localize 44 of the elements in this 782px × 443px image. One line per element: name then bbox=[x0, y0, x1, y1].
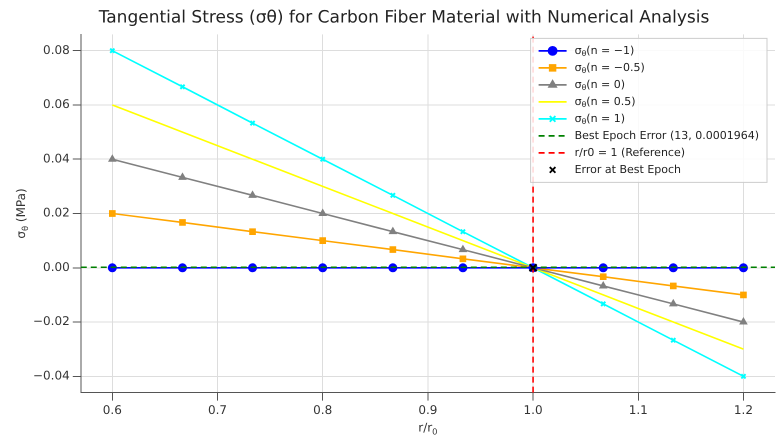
point bbox=[669, 299, 678, 306]
y-tick-label: 0.08 bbox=[43, 42, 70, 57]
point bbox=[249, 228, 256, 236]
point bbox=[248, 190, 257, 198]
y-tick-label: −0.02 bbox=[32, 314, 70, 328]
y-tick-label: −0.04 bbox=[32, 368, 70, 382]
point bbox=[178, 172, 186, 180]
x-tick-label: 0.9 bbox=[418, 402, 438, 417]
point bbox=[249, 120, 256, 126]
point bbox=[318, 209, 327, 216]
point bbox=[599, 281, 608, 288]
y-tick-label: 0.04 bbox=[43, 151, 70, 166]
point bbox=[390, 246, 396, 253]
legend-label: Best Epoch Error (13, 0.0001964) bbox=[574, 128, 760, 142]
x-tick-label: 0.8 bbox=[313, 402, 332, 417]
chart-title: Tangential Stress (σθ) for Carbon Fiber Material with Numerical Analysis bbox=[98, 8, 710, 28]
point bbox=[458, 245, 467, 252]
point bbox=[740, 292, 747, 298]
x-tick-label: 1.1 bbox=[628, 402, 648, 417]
legend-label: Error at Best Epoch bbox=[574, 162, 682, 176]
point bbox=[319, 237, 326, 244]
point bbox=[670, 282, 677, 290]
y-tick-label: 0.02 bbox=[43, 206, 70, 220]
y-tick-label: 0.06 bbox=[43, 97, 70, 112]
point bbox=[739, 318, 748, 325]
point bbox=[600, 273, 607, 280]
point bbox=[670, 337, 676, 344]
ref-line-label: r/r0 = 1 (Reference) bbox=[574, 146, 686, 159]
point bbox=[179, 84, 186, 90]
y-axis-title: σθ (MPa) bbox=[14, 188, 30, 239]
point bbox=[109, 210, 116, 217]
x-tick-label: 0.7 bbox=[208, 402, 228, 417]
point bbox=[390, 192, 396, 198]
point bbox=[388, 227, 397, 234]
y-tick-label: 0.00 bbox=[43, 260, 70, 274]
x-tick-label: 1.0 bbox=[524, 402, 543, 417]
point bbox=[600, 300, 606, 307]
x-tick-label: 0.6 bbox=[102, 402, 122, 417]
point bbox=[460, 228, 466, 235]
point bbox=[179, 219, 186, 226]
point bbox=[460, 255, 466, 262]
point bbox=[108, 154, 116, 162]
point bbox=[320, 156, 326, 162]
x-tick-label: 1.2 bbox=[734, 402, 753, 417]
